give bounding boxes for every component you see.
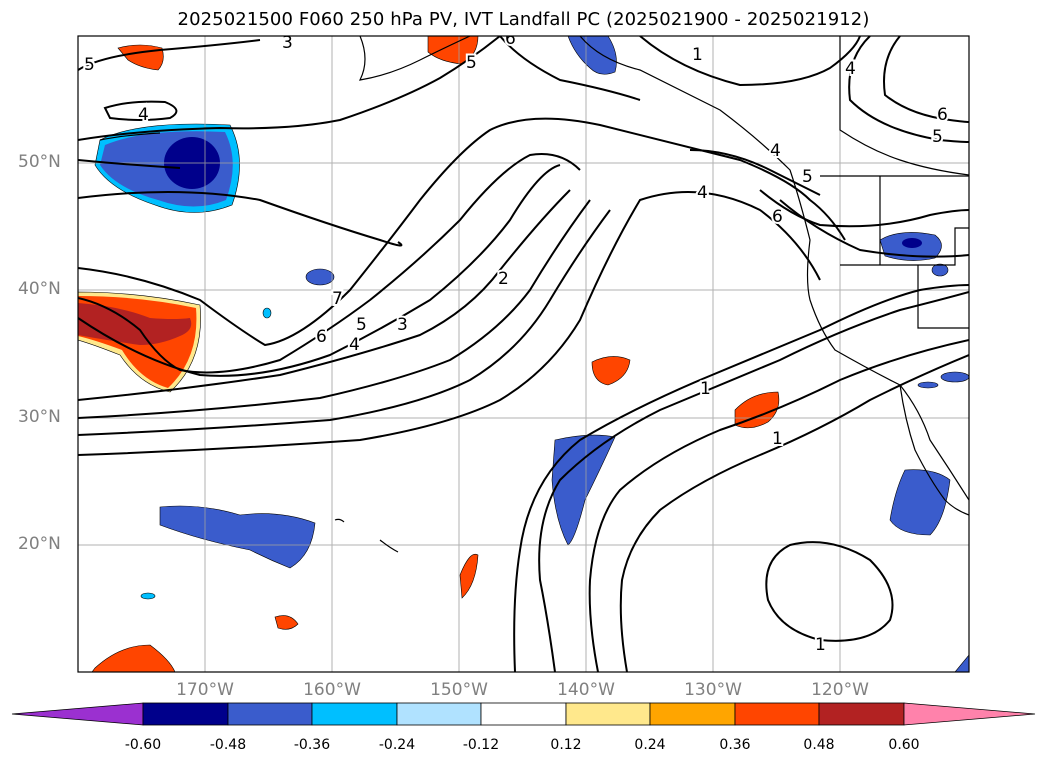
colorbar-segment <box>734 702 820 726</box>
contour-label: 5 <box>932 127 943 147</box>
contour-label: 4 <box>349 335 360 355</box>
contour-label: 4 <box>697 183 708 203</box>
lon-label: 120°W <box>811 680 869 700</box>
contour-label: 7 <box>332 289 343 309</box>
map-plot-area: 5 3 6 5 1 4 4 6 5 4 5 6 4 2 7 6 5 4 3 1 … <box>78 29 969 672</box>
colorbar-tick-label: 0.24 <box>634 737 666 753</box>
colorbar-segment <box>396 702 482 726</box>
lat-label: 40°N <box>18 279 61 299</box>
lon-label: 130°W <box>684 680 742 700</box>
colorbar-tick-label: 0.48 <box>803 737 835 753</box>
colorbar-tick-label: 0.36 <box>719 737 751 753</box>
contour-label: 1 <box>692 45 703 65</box>
colorbar-segment <box>142 702 229 726</box>
contour-label: 4 <box>770 141 781 161</box>
colorbar <box>11 702 1036 726</box>
colorbar-segment <box>311 702 398 726</box>
contour-label: 2 <box>498 269 509 289</box>
contour-label: 5 <box>466 53 477 73</box>
pv-anomaly-fills <box>78 36 969 672</box>
lon-label: 140°W <box>557 680 615 700</box>
colorbar-tick-label: -0.24 <box>378 737 416 753</box>
contour-label: 6 <box>505 29 516 49</box>
contour-label: 4 <box>138 105 149 125</box>
colorbar-segment <box>649 702 736 726</box>
colorbar-segment <box>480 702 567 726</box>
contour-label: 6 <box>937 105 948 125</box>
contour-label: 4 <box>845 59 856 79</box>
contour-label: 3 <box>282 33 293 53</box>
contour-label: 1 <box>700 379 711 399</box>
lat-label: 20°N <box>18 534 61 554</box>
contour-label: 5 <box>84 55 95 75</box>
colorbar-tick-label: 0.60 <box>888 737 920 753</box>
colorbar-tick-label: -0.60 <box>124 737 162 753</box>
lon-label: 170°W <box>176 680 234 700</box>
colorbar-min-extend <box>11 702 144 726</box>
map-frame <box>77 35 970 673</box>
contour-label: 1 <box>815 635 826 655</box>
map-title: 2025021500 F060 250 hPa PV, IVT Landfall… <box>177 9 870 30</box>
colorbar-tick-label: -0.48 <box>209 737 247 753</box>
lat-label: 50°N <box>18 152 61 172</box>
lon-label: 150°W <box>430 680 488 700</box>
contour-label: 6 <box>316 327 327 347</box>
colorbar-tick-label: -0.36 <box>293 737 331 753</box>
lon-label: 160°W <box>303 680 361 700</box>
colorbar-segment <box>565 702 651 726</box>
colorbar-tick-label: 0.12 <box>550 737 582 753</box>
colorbar-segment <box>818 702 905 726</box>
contour-label: 6 <box>772 207 783 227</box>
colorbar-tick-label: -0.12 <box>462 737 500 753</box>
contour-labels: 5 3 6 5 1 4 4 6 5 4 5 6 4 2 7 6 5 4 3 1 … <box>82 29 950 657</box>
contour-label: 1 <box>772 429 783 449</box>
lat-label: 30°N <box>18 407 61 427</box>
contour-label: 5 <box>802 167 813 187</box>
colorbar-max-extend <box>903 702 1036 726</box>
contour-label: 3 <box>397 315 408 335</box>
colorbar-segment <box>227 702 313 726</box>
pv-contours <box>78 36 969 672</box>
contour-label: 5 <box>356 315 367 335</box>
